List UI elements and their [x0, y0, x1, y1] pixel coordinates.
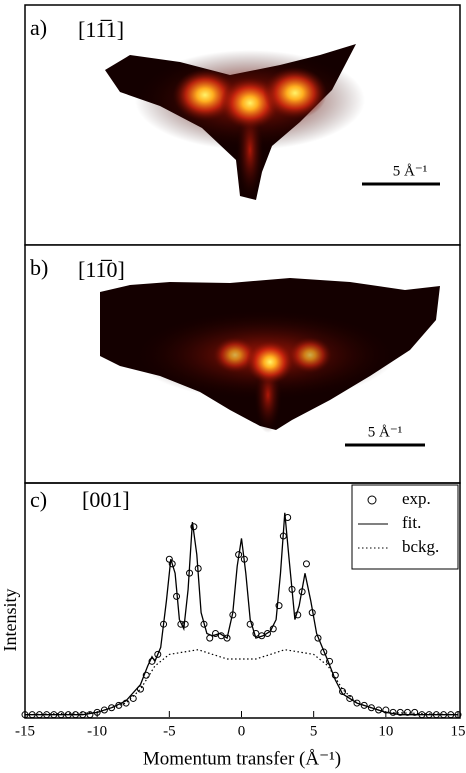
series-line	[25, 512, 458, 716]
data-point	[108, 704, 116, 712]
data-point	[403, 708, 411, 716]
spot	[288, 337, 332, 373]
legend-label: bckg.	[402, 537, 439, 556]
panel-label: b)	[30, 255, 48, 280]
x-tick-label: 5	[310, 723, 318, 739]
spot	[246, 340, 294, 384]
spot	[263, 67, 327, 119]
scale-label: 5 Å⁻¹	[368, 424, 403, 440]
data-point	[353, 699, 361, 707]
panel-label: c)	[30, 487, 47, 512]
data-point	[258, 632, 266, 640]
data-point	[411, 708, 419, 716]
data-point	[168, 560, 176, 568]
data-point	[136, 685, 144, 693]
data-point	[360, 701, 368, 709]
direction: [001]	[82, 487, 130, 512]
scale-label: 5 Å⁻¹	[393, 163, 428, 179]
data-point	[100, 706, 108, 714]
x-tick-label: -10	[87, 723, 107, 739]
legend-label: exp.	[402, 489, 431, 508]
data-point	[223, 634, 231, 642]
x-axis-label: Momentum transfer (Å⁻¹)	[143, 748, 341, 769]
y-axis-label: Intensity	[0, 589, 20, 652]
data-point	[375, 706, 383, 714]
data-point	[367, 704, 375, 712]
x-tick-label: 0	[238, 723, 246, 739]
x-tick-label: 10	[378, 723, 393, 739]
direction: [11̅1]	[78, 17, 124, 42]
data-point	[320, 648, 328, 656]
panel-label: a)	[30, 15, 47, 40]
direction: [11̅0]	[78, 257, 125, 282]
data-point	[275, 602, 283, 610]
data-point	[302, 560, 310, 568]
data-point	[142, 671, 150, 679]
data-point	[154, 650, 162, 658]
legend-label: fit.	[402, 513, 421, 532]
legend-box	[351, 484, 459, 570]
axes-frame	[24, 482, 461, 719]
legend-symbol	[367, 495, 377, 505]
x-tick-label: 15	[451, 723, 466, 739]
series-line	[24, 649, 459, 716]
x-tick-label: -5	[163, 723, 176, 739]
data-point	[263, 629, 271, 637]
spot	[213, 337, 257, 373]
data-point	[314, 634, 322, 642]
x-tick-label: -15	[15, 723, 35, 739]
